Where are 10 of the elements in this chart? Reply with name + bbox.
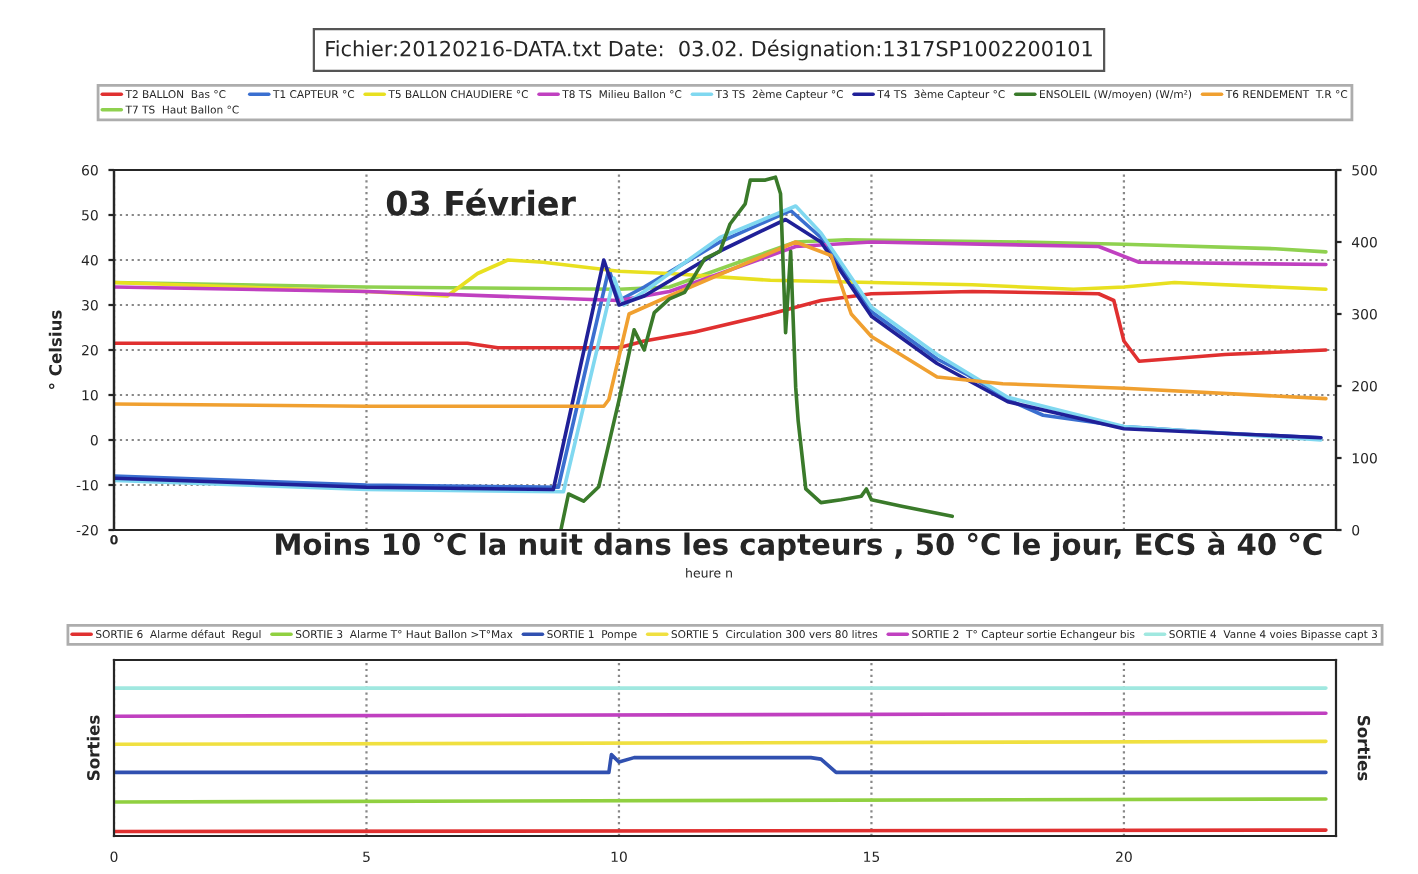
y2-axis-title: Sorties <box>1357 715 1371 781</box>
chart-title: Fichier:20120216-DATA.txt Date: 03.02. Désignation:1317SP1002200101 <box>326 39 1092 61</box>
line-series <box>114 289 1328 364</box>
line-series <box>114 240 1328 303</box>
y-axis-title: ° Celsius <box>48 310 62 389</box>
text: Moins 10 °C la nuit dans les capteurs , 50 °C le jour, ECS à 40 °C <box>276 531 1322 562</box>
line-series <box>114 258 1328 298</box>
line-series <box>114 240 1328 409</box>
annotation: 03 Février <box>386 188 576 216</box>
y-axis-title: Sorties <box>86 715 100 781</box>
